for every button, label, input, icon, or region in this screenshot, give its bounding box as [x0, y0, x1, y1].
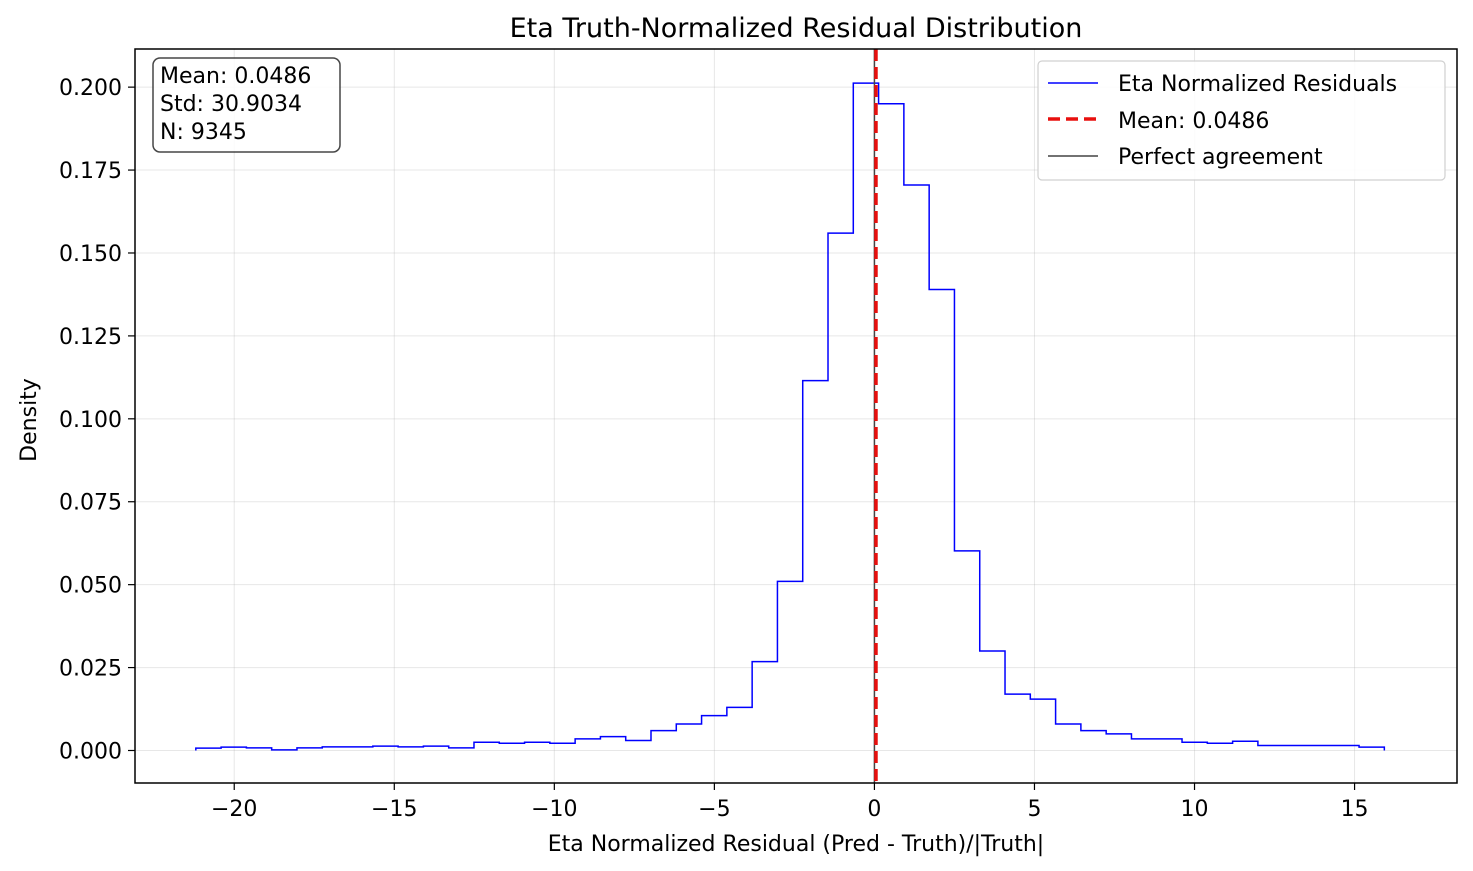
- x-tick-label: −15: [371, 797, 417, 822]
- plot-series: [195, 49, 1386, 783]
- x-tick-label: −10: [531, 797, 577, 822]
- legend-label-residuals: Eta Normalized Residuals: [1118, 72, 1397, 97]
- stats-mean: Mean: 0.0486: [160, 64, 311, 89]
- x-tick-label: 15: [1341, 797, 1369, 822]
- legend-frame: [1037, 60, 1446, 181]
- y-tick-label: 0.100: [59, 408, 122, 433]
- x-tick-label: −20: [211, 797, 257, 822]
- x-tick-label: 0: [867, 797, 881, 822]
- legend-label-mean: Mean: 0.0486: [1118, 109, 1269, 134]
- y-tick-label: 0.175: [59, 159, 122, 184]
- x-axis-ticks: −20 −15 −10 −5 0 5 10 15: [211, 783, 1369, 822]
- legend-label-perfect: Perfect agreement: [1118, 145, 1323, 170]
- y-tick-label: 0.125: [59, 325, 122, 350]
- histogram-step-line: [195, 82, 1386, 751]
- y-tick-label: 0.150: [59, 242, 122, 267]
- legend: Eta Normalized Residuals Mean: 0.0486 Pe…: [1037, 60, 1446, 181]
- y-tick-label: 0.000: [59, 739, 122, 764]
- x-tick-label: 10: [1181, 797, 1209, 822]
- stats-box-frame: [152, 57, 341, 153]
- plot-frame: [134, 48, 1458, 784]
- y-tick-label: 0.200: [59, 76, 122, 101]
- x-tick-label: 5: [1027, 797, 1041, 822]
- x-tick-label: −5: [698, 797, 730, 822]
- chart-title: Eta Truth-Normalized Residual Distributi…: [510, 13, 1083, 44]
- stats-box: Mean: 0.0486 Std: 30.9034 N: 9345: [152, 57, 341, 153]
- stats-n: N: 9345: [160, 120, 247, 145]
- stats-std: Std: 30.9034: [160, 92, 302, 117]
- y-axis-label: Density: [17, 378, 42, 462]
- y-tick-label: 0.025: [59, 657, 122, 682]
- y-tick-label: 0.050: [59, 574, 122, 599]
- y-tick-label: 0.075: [59, 491, 122, 516]
- grid: [135, 49, 1457, 783]
- x-axis-label: Eta Normalized Residual (Pred - Truth)/|…: [548, 832, 1044, 857]
- y-axis-ticks: 0.000 0.025 0.050 0.075 0.100 0.125 0.150 0.175…: [59, 76, 135, 764]
